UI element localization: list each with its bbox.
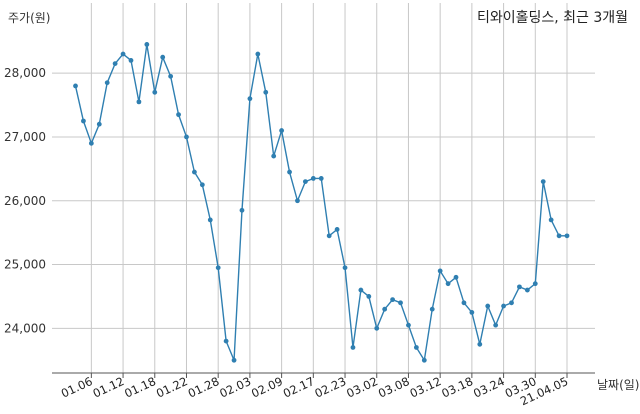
data-point <box>461 300 467 306</box>
data-point <box>493 322 499 328</box>
data-point <box>406 322 411 328</box>
data-point <box>524 287 530 293</box>
data-point <box>318 176 324 181</box>
data-point <box>168 73 174 79</box>
data-point <box>295 198 300 204</box>
data-point <box>501 303 506 309</box>
y-axis-ticks: 24,000 25,000 26,000 27,000 28,000 <box>4 66 46 335</box>
data-point <box>247 96 253 102</box>
price-line <box>74 44 567 363</box>
data-point <box>477 341 483 347</box>
x-tick-label: 03.12 <box>408 374 444 401</box>
data-point <box>215 265 221 271</box>
data-point <box>302 179 308 185</box>
x-tick-label: 03.02 <box>344 374 380 401</box>
data-point <box>445 281 451 287</box>
data-point <box>334 227 340 232</box>
data-point <box>358 287 364 293</box>
y-tick-label: 28,000 <box>4 66 46 80</box>
data-point <box>112 61 118 66</box>
chart-title: 티와이홀딩스, 최근 3개월 <box>476 10 628 26</box>
data-point <box>128 57 134 63</box>
data-point <box>144 42 150 47</box>
x-axis-label: 날짜(일) <box>597 378 640 392</box>
y-axis-label: 주가(원) <box>8 11 51 25</box>
data-point <box>469 309 475 315</box>
y-tick-label: 26,000 <box>4 194 46 208</box>
data-point <box>104 80 110 86</box>
data-point <box>207 217 213 223</box>
price-series <box>73 42 570 363</box>
data-point <box>540 179 546 185</box>
y-tick-label: 27,000 <box>4 130 46 144</box>
data-point <box>184 134 189 140</box>
data-point <box>96 121 102 127</box>
x-tick-label: 01.22 <box>154 374 190 401</box>
data-point <box>176 112 181 118</box>
data-point <box>437 268 443 274</box>
data-point <box>556 233 562 239</box>
data-point <box>548 217 554 223</box>
data-point <box>342 265 348 271</box>
data-point <box>152 89 158 95</box>
x-tick-label: 01.18 <box>122 374 158 401</box>
x-tick-label: 02.23 <box>313 374 349 401</box>
x-axis-ticks: 01.0601.1201.1801.2201.2802.0302.0902.17… <box>59 373 570 408</box>
data-point <box>287 169 292 175</box>
data-point <box>366 294 372 299</box>
data-point <box>160 54 166 60</box>
x-tick-label: 03.18 <box>439 374 475 401</box>
data-point <box>374 325 380 331</box>
x-tick-label: 01.06 <box>59 374 95 401</box>
data-point <box>192 169 197 175</box>
data-point <box>199 182 205 188</box>
data-point <box>255 51 261 57</box>
data-point <box>81 118 86 124</box>
y-tick-label: 24,000 <box>4 321 46 335</box>
data-point <box>564 233 570 239</box>
x-tick-label: 01.28 <box>186 374 222 401</box>
x-tick-label: 03.08 <box>376 374 412 401</box>
data-point <box>279 128 285 133</box>
data-point <box>263 89 269 95</box>
data-point <box>453 274 459 280</box>
data-point <box>390 297 395 303</box>
data-point <box>88 140 94 146</box>
data-point <box>485 303 491 309</box>
x-tick-label: 03.24 <box>471 374 507 401</box>
grid-lines <box>52 3 595 373</box>
data-point <box>517 284 522 290</box>
data-point <box>239 207 245 213</box>
y-tick-label: 25,000 <box>4 258 46 272</box>
data-point <box>73 83 78 89</box>
x-tick-label: 02.03 <box>217 374 253 401</box>
data-point <box>310 176 316 181</box>
data-point <box>223 338 229 344</box>
x-tick-label: 02.17 <box>281 374 317 401</box>
data-point <box>429 306 435 312</box>
data-point <box>350 345 356 350</box>
data-point <box>231 357 237 363</box>
data-point <box>120 51 126 57</box>
x-tick-label: 01.12 <box>91 374 127 401</box>
data-point <box>271 153 277 159</box>
data-point <box>532 281 538 287</box>
data-point <box>136 99 142 105</box>
x-tick-label: 02.09 <box>249 374 285 401</box>
data-point <box>413 345 419 350</box>
data-point <box>509 300 514 306</box>
data-point <box>398 300 403 306</box>
data-point <box>421 357 427 363</box>
data-point <box>382 306 388 312</box>
data-point <box>326 233 332 239</box>
